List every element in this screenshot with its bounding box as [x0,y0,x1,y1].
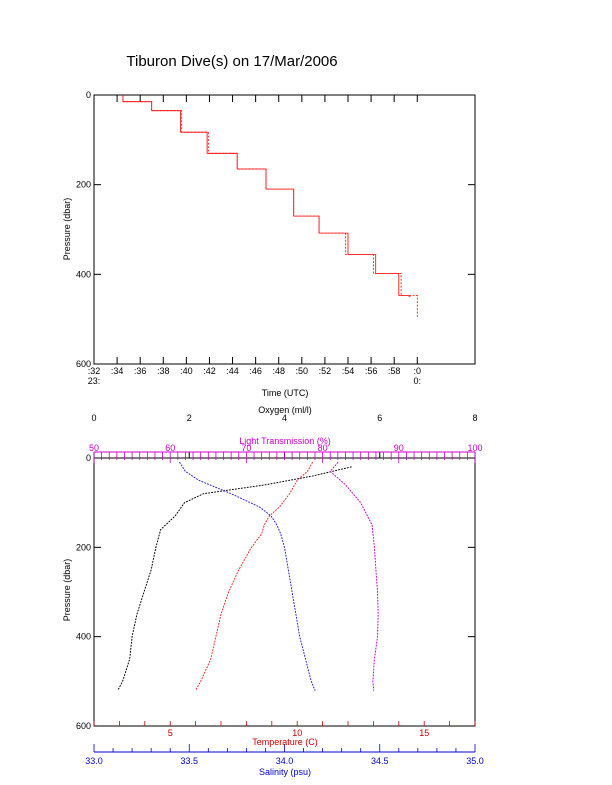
temperature-axis-tick-label: 15 [419,728,429,738]
oxygen-axis-tick-label: 0 [91,413,96,423]
depth-time-x-tick-label: :40 [180,366,193,376]
profile-plot-frame [93,457,476,727]
depth-time-x-axis: :32 :34 :36 :38 :40 :42 :44 :46 :48 :50 :52 :54 :56:… [88,95,421,386]
profile-y-axis: 0 200 400 600 [76,453,475,731]
depth-time-y-axis: 0 200 400 600 [76,90,475,369]
salinity-axis-tick-label: 33.0 [85,756,103,766]
depth-time-y-tick-label: 600 [76,359,91,369]
depth-time-x-tick-label: :46 [249,366,262,376]
temperature-axis-tick-label: 5 [168,728,173,738]
depth-time-y-tick-label: 0 [86,90,91,100]
profile-y-tick-label: 0 [86,453,91,463]
salinity-axis-tick-label: 35.0 [466,756,484,766]
light-axis-tick-label: 50 [89,443,99,453]
light-axis-label: Light Transmission (%) [239,436,331,446]
depth-time-x-tick-label: :52 [319,366,332,376]
oxygen-axis-tick-label: 8 [472,413,477,423]
depth-time-y-tick-label: 400 [76,269,91,279]
depth-time-y-label: Pressure (dbar) [62,198,72,261]
depth-time-x-tick-label: :48 [272,366,285,376]
salinity-axis-tick-label: 33.5 [180,756,198,766]
light-transmission-axis: 50 60 70 80 90 100 [89,443,483,463]
oxygen-axis-label: Oxygen (ml/l) [258,405,312,415]
light-profile [329,462,379,691]
temperature-axis-label: Temperature (C) [252,737,318,747]
depth-time-x-tick-label: :0 [414,366,422,376]
salinity-profile [179,462,316,691]
profile-series [117,462,379,691]
depth-time-x-tick-label: :34 [111,366,124,376]
profile-y-tick-label: 600 [76,721,91,731]
depth-time-hour-label: 0: [414,376,422,386]
depth-time-x-tick-label: :50 [296,366,309,376]
depth-time-line [122,95,411,298]
depth-time-x-tick-label: :54 [342,366,355,376]
depth-time-x-tick-label: :56 [365,366,378,376]
salinity-axis-tick-label: 34.0 [276,756,294,766]
depth-time-y-tick-label: 200 [76,180,91,190]
temperature-axis: 5 10 15 [93,721,476,738]
light-axis-tick-label: 80 [318,443,328,453]
light-axis-tick-label: 90 [394,443,404,453]
depth-time-plot-frame [93,94,476,365]
oxygen-axis-tick-label: 4 [282,413,287,423]
depth-time-x-tick-label: :38 [157,366,170,376]
depth-time-hour-label: 23: [88,376,101,386]
oxygen-axis-tick-label: 2 [187,413,192,423]
salinity-axis: 33.0 33.5 34.0 34.5 35.0 [85,744,484,766]
depth-time-chart: 0 200 400 600 :32 :34 :36 :38 :40 :42 :44 :46 :48 :5… [62,90,476,398]
temperature-axis-tick-label: 10 [292,728,302,738]
oxygen-axis-tick-label: 6 [377,413,382,423]
salinity-axis-tick-label: 34.5 [371,756,389,766]
light-axis-tick-label: 60 [165,443,175,453]
light-axis-tick-label: 70 [241,443,251,453]
depth-time-x-tick-label: :58 [388,366,401,376]
oxygen-profile [117,466,352,691]
depth-time-series [122,95,418,317]
depth-time-x-tick-label: :42 [203,366,216,376]
profile-chart: 0 200 400 600 0 2 4 6 8 50 60 70 80 90 100 5 10 15 33.… [62,405,484,777]
depth-time-x-tick-label: :32 [88,366,101,376]
light-axis-tick-label: 100 [467,443,482,453]
temperature-profile [195,462,313,691]
depth-time-line [122,95,418,317]
profile-y-tick-label: 200 [76,542,91,552]
depth-time-x-tick-label: :44 [226,366,239,376]
profile-y-label: Pressure (dbar) [62,559,72,622]
profile-y-tick-label: 400 [76,632,91,642]
figure-title: Tiburon Dive(s) on 17/Mar/2006 [126,53,337,70]
depth-time-x-tick-label: :36 [134,366,147,376]
salinity-axis-label: Salinity (psu) [259,767,311,777]
depth-time-x-label: Time (UTC) [262,388,309,398]
